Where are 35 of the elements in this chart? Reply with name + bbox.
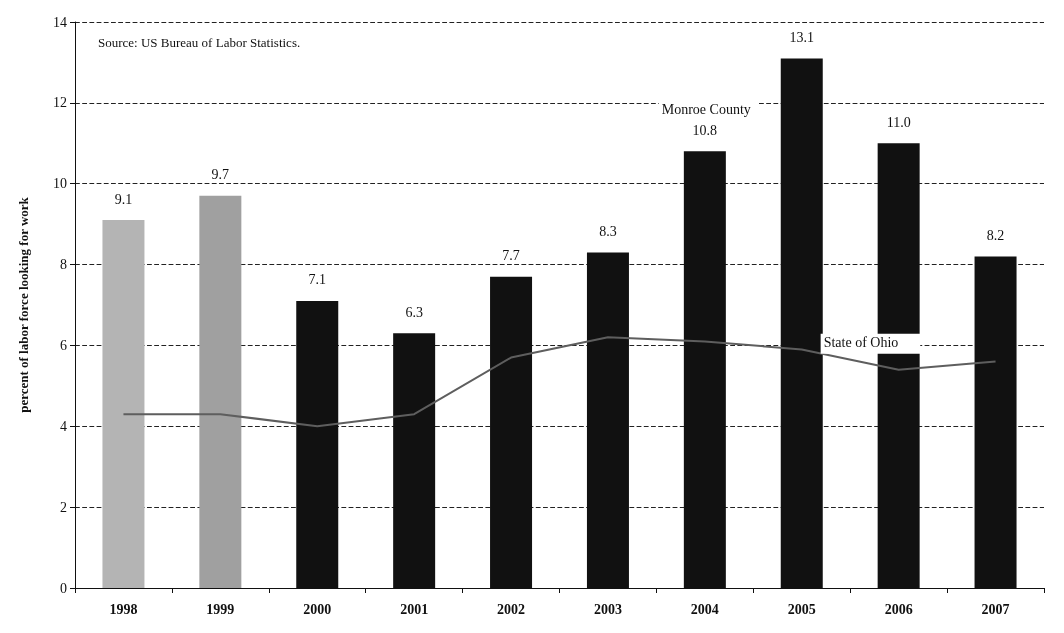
series-label: State of Ohio xyxy=(823,335,899,351)
data-label: 7.1 xyxy=(308,272,326,288)
data-label: 6.3 xyxy=(405,304,423,320)
annotation: Source: US Bureau of Labor Statistics. xyxy=(98,35,301,50)
x-tick-label: 1998 xyxy=(109,601,138,617)
line-series xyxy=(122,336,997,428)
x-tick-label: 2001 xyxy=(400,601,429,617)
data-label: 9.7 xyxy=(211,167,230,183)
data-label: 10.8 xyxy=(692,122,718,138)
x-tick-label: 2007 xyxy=(981,601,1010,617)
x-tick-label: 2002 xyxy=(497,601,526,617)
data-label: 7.7 xyxy=(502,248,520,264)
y-tick-label: 8 xyxy=(60,257,67,273)
y-tick-label: 4 xyxy=(60,418,67,434)
data-label: 9.1 xyxy=(114,191,133,207)
x-tick-label: 2004 xyxy=(690,601,719,617)
data-label: 11.0 xyxy=(886,114,911,130)
y-axis-title: percent of labor force looking for work xyxy=(16,196,31,413)
bar xyxy=(199,195,242,588)
x-tick-label: 2000 xyxy=(303,601,332,617)
y-tick-label: 0 xyxy=(60,580,67,596)
x-tick-label: 2006 xyxy=(884,601,913,617)
bar xyxy=(102,220,145,588)
text: Monroe County xyxy=(661,102,751,118)
y-tick-label: 2 xyxy=(60,499,67,515)
data-label: 13.1 xyxy=(789,29,814,45)
data-label: 8.2 xyxy=(986,227,1005,243)
x-tick-label: 1999 xyxy=(206,601,235,617)
y-tick-label: 10 xyxy=(53,176,67,192)
y-tick-label: 12 xyxy=(53,95,67,111)
x-tick-label: 2003 xyxy=(593,601,622,617)
data-label: 8.3 xyxy=(599,223,617,239)
y-tick-label: 6 xyxy=(60,337,67,353)
x-tick-label: 2005 xyxy=(787,601,816,617)
y-tick-label: 14 xyxy=(53,14,67,30)
